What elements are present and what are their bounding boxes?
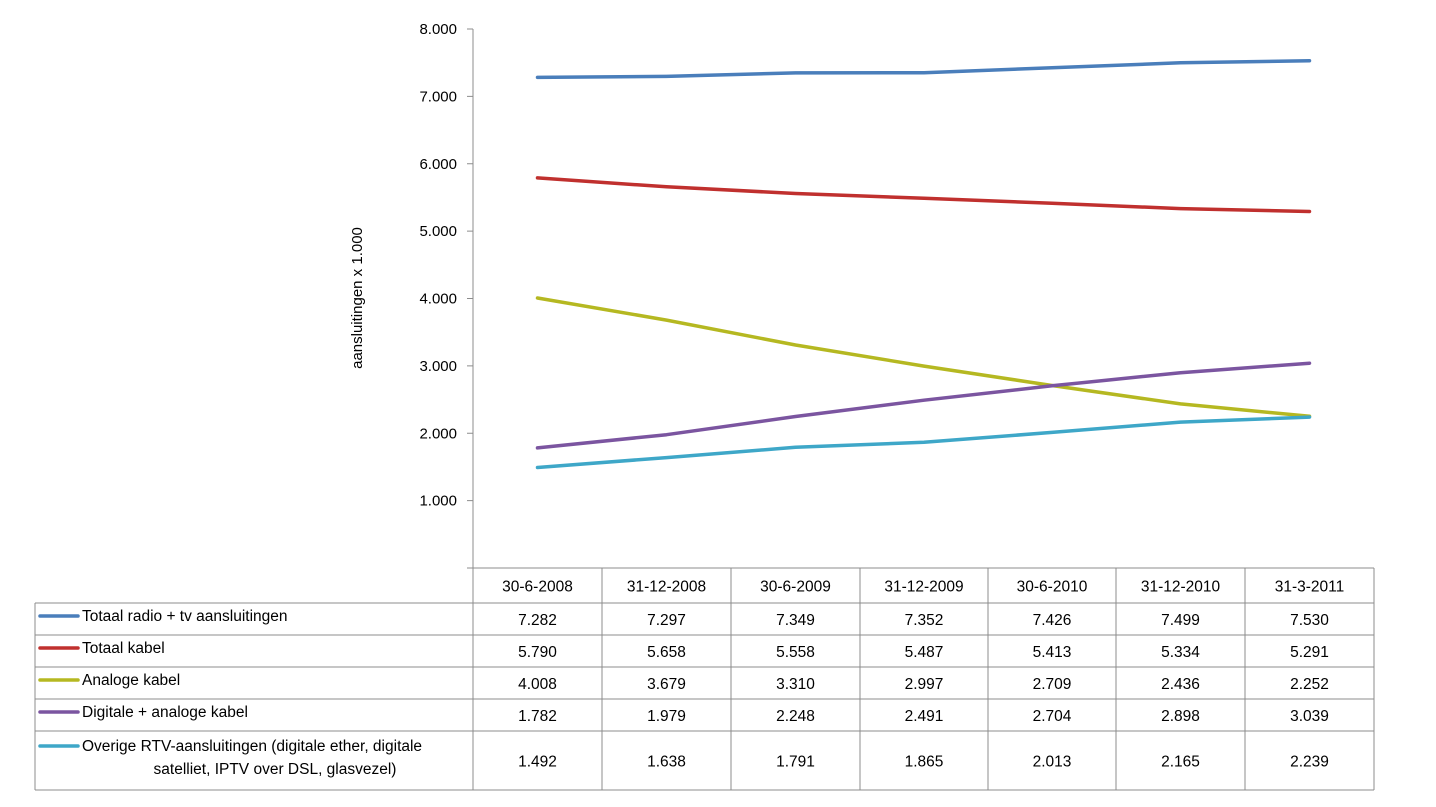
data-cell: 2.491 <box>905 708 944 725</box>
data-cell: 5.334 <box>1161 644 1200 661</box>
y-tick-label: 2.000 <box>419 425 457 442</box>
data-cell: 3.039 <box>1290 708 1329 725</box>
y-tick-label: 3.000 <box>419 358 457 375</box>
data-cell: 1.979 <box>647 708 686 725</box>
legend-label: Overige RTV-aansluitingen (digitale ethe… <box>82 738 422 755</box>
x-category-label: 31-3-2011 <box>1275 579 1345 596</box>
data-cell: 7.352 <box>905 612 944 629</box>
chart-axes: 1.000 2.000 3.000 4.000 5.000 6.000 7.000 8.000 <box>419 21 474 569</box>
legend-label: Totaal radio + tv aansluitingen <box>82 608 288 625</box>
legend-label: Digitale + analoge kabel <box>82 704 248 721</box>
data-cell: 2.239 <box>1290 754 1329 771</box>
data-cell: 4.008 <box>518 676 557 693</box>
series-line-1 <box>535 58 1312 80</box>
data-cell: 5.790 <box>518 644 557 661</box>
y-tick-label: 1.000 <box>419 493 457 510</box>
chart-plot-area <box>535 58 1312 470</box>
data-cell: 1.638 <box>647 754 686 771</box>
x-category-label: 31-12-2010 <box>1141 579 1221 596</box>
data-cell: 7.297 <box>647 612 686 629</box>
data-cell: 2.013 <box>1033 754 1072 771</box>
data-cell: 7.349 <box>776 612 815 629</box>
y-axis-label: aansluitingen x 1.000 <box>349 227 366 369</box>
y-tick-label: 5.000 <box>419 223 457 240</box>
data-cell: 2.252 <box>1290 676 1329 693</box>
data-cell: 2.709 <box>1033 676 1072 693</box>
series-line-2 <box>535 176 1312 214</box>
x-category-label: 31-12-2008 <box>627 579 706 596</box>
data-cell: 3.310 <box>776 676 815 693</box>
data-cell: 2.898 <box>1161 708 1200 725</box>
x-category-label: 30-6-2010 <box>1017 579 1088 596</box>
legend-label: Analoge kabel <box>82 672 180 689</box>
y-tick-label: 8.000 <box>419 21 457 38</box>
data-cell: 1.791 <box>776 754 815 771</box>
data-cell: 2.248 <box>776 708 815 725</box>
legend-label: satelliet, IPTV over DSL, glasvezel) <box>154 761 397 778</box>
y-tick-label: 6.000 <box>419 156 457 173</box>
x-category-label: 30-6-2009 <box>760 579 831 596</box>
data-cell: 2.704 <box>1033 708 1072 725</box>
data-cell: 5.291 <box>1290 644 1329 661</box>
x-category-label: 31-12-2009 <box>884 579 963 596</box>
series-line-5 <box>535 415 1312 470</box>
data-cell: 7.282 <box>518 612 557 629</box>
data-cell: 5.658 <box>647 644 686 661</box>
data-cell: 2.436 <box>1161 676 1200 693</box>
data-cell: 7.426 <box>1033 612 1072 629</box>
data-cell: 7.499 <box>1161 612 1200 629</box>
data-cell: 1.492 <box>518 754 557 771</box>
legend-label: Totaal kabel <box>82 640 165 657</box>
series-line-4 <box>535 361 1312 450</box>
data-cell: 5.413 <box>1033 644 1072 661</box>
data-cell: 1.782 <box>518 708 557 725</box>
data-cell: 5.487 <box>905 644 944 661</box>
x-category-label: 30-6-2008 <box>502 579 573 596</box>
y-tick-label: 7.000 <box>419 88 457 105</box>
data-table: 30-6-2008 31-12-2008 30-6-2009 31-12-2009 30… <box>34 567 1375 791</box>
data-cell: 1.865 <box>905 754 944 771</box>
series-line-3 <box>535 296 1312 419</box>
data-cell: 5.558 <box>776 644 815 661</box>
data-cell: 3.679 <box>647 676 686 693</box>
y-tick-label: 4.000 <box>419 291 457 308</box>
data-cell: 2.165 <box>1161 754 1200 771</box>
data-cell: 7.530 <box>1290 612 1329 629</box>
data-cell: 2.997 <box>905 676 944 693</box>
